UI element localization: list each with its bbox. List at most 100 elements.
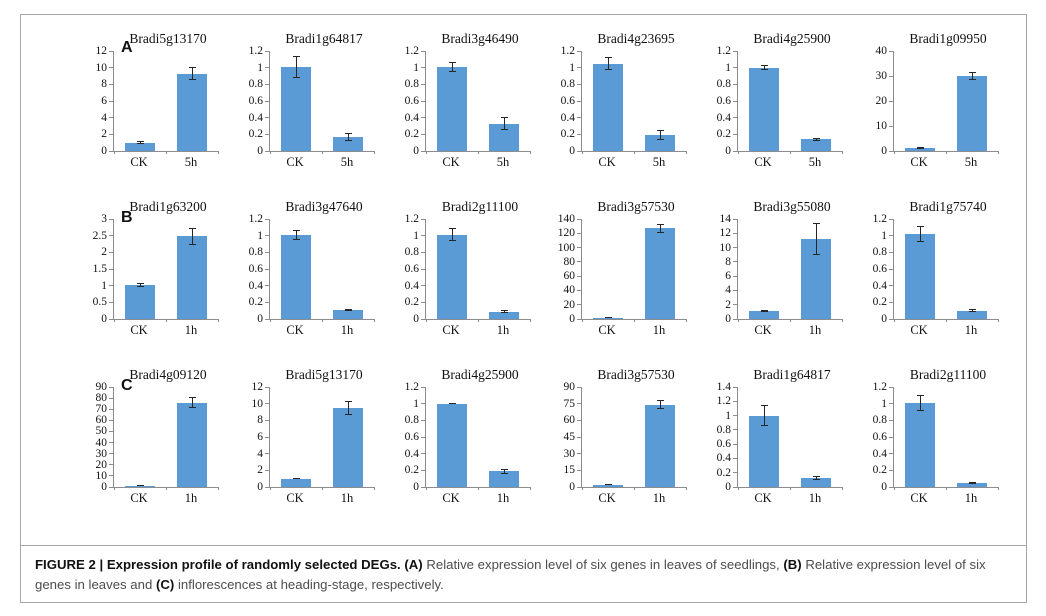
plot-area	[269, 51, 375, 154]
y-tick-mark	[421, 436, 425, 438]
x-axis-tick	[165, 319, 167, 322]
x-axis-tick	[997, 151, 999, 154]
error-bar-cap	[760, 311, 768, 313]
x-axis-tick	[633, 151, 635, 154]
x-tick-label: 5h	[184, 155, 198, 169]
y-tick-mark	[265, 133, 269, 135]
y-tick-mark	[109, 442, 113, 444]
caption-segment: Relative expression level of six genes i…	[422, 557, 784, 572]
error-bar-cap	[500, 468, 508, 470]
y-tick-label: 0.2	[872, 296, 887, 309]
error-bar-cap	[292, 56, 300, 57]
y-axis: 0 0.2 0.4 0.6 0.8 1 1.2	[547, 45, 581, 157]
x-axis-tick	[945, 319, 947, 322]
plot-area	[425, 219, 531, 322]
error-bar-cap	[968, 309, 976, 310]
error-bar	[968, 309, 976, 313]
error-bar	[292, 56, 300, 78]
error-bar-cap	[968, 72, 976, 74]
y-tick-label: 1.4	[716, 381, 731, 393]
chart-title: Bradi2g11100	[909, 367, 987, 382]
y-tick-mark	[109, 50, 113, 52]
bar	[801, 139, 831, 151]
error-bar-cap	[136, 143, 144, 145]
y-tick-mark	[733, 232, 737, 234]
x-tick-label: 5h	[808, 155, 822, 169]
x-axis-tick	[737, 319, 739, 322]
error-bar-cap	[760, 65, 768, 67]
y-tick-label: 1	[257, 229, 263, 242]
y-tick-mark	[733, 50, 737, 52]
x-axis-tick	[477, 319, 479, 322]
y-tick-label: 0	[569, 313, 575, 325]
plot-wrap: 0 2 4 6 8 10 12 CK 5h	[79, 45, 235, 173]
y-tick-label: 0.2	[872, 464, 887, 477]
y-tick-mark	[109, 464, 113, 466]
y-tick-label: 1	[569, 61, 575, 74]
error-bar	[812, 223, 820, 255]
y-axis: 0 2 4 6 8 10 12 14	[703, 213, 737, 325]
y-tick-mark	[109, 133, 113, 135]
y-tick-label: 0.8	[872, 246, 887, 259]
plot-wrap: 0 0.2 0.4 0.6 0.8 1 1.2 CK 1h	[859, 213, 1015, 341]
x-axis-tick	[789, 319, 791, 322]
error-bar-cap	[188, 79, 196, 81]
y-tick-mark	[265, 100, 269, 102]
y-tick-label: 90	[563, 381, 576, 393]
bar-chart: Bradi1g63200 0 0.5 1 1.5 2 2.5 3 CK 1h	[79, 197, 235, 363]
error-bar-cap	[812, 139, 820, 141]
error-bar	[500, 309, 508, 314]
bar	[905, 148, 935, 151]
error-bar-cap	[344, 309, 352, 311]
y-tick-mark	[889, 469, 893, 471]
error-bar-cap	[448, 403, 456, 405]
x-tick-label: 1h	[184, 491, 198, 505]
x-tick-label: CK	[442, 491, 460, 505]
error-bar	[500, 468, 508, 474]
error-bar-cap	[812, 253, 820, 255]
y-tick-label: 3	[101, 213, 107, 225]
plot-wrap: 0 0.2 0.4 0.6 0.8 1 1.2 CK 5h	[235, 45, 391, 173]
y-tick-mark	[421, 133, 425, 135]
x-axis-tick	[997, 319, 999, 322]
error-bar-cap	[188, 243, 196, 245]
x-axis-labels: CK 1h	[737, 323, 841, 341]
y-tick-label: 1.2	[716, 395, 731, 408]
error-bar-cap	[604, 69, 612, 71]
y-tick-mark	[265, 436, 269, 438]
plot-area	[581, 51, 687, 154]
x-tick-label: CK	[442, 323, 460, 337]
y-tick-mark	[421, 419, 425, 421]
error-bar-cap	[760, 310, 768, 312]
error-bar	[760, 310, 768, 313]
x-axis-tick	[165, 151, 167, 154]
x-axis-tick	[685, 319, 687, 322]
bar-chart: Bradi1g64817 0 0.2 0.4 0.6 0.8 1 1.2 CK 5h	[235, 29, 391, 195]
y-tick-mark	[265, 285, 269, 287]
plot-wrap: 0 15 30 45 60 75 90 CK 1h	[547, 381, 703, 509]
y-tick-label: 0	[413, 145, 419, 157]
charts-area: A Bradi5g13170 0 2 4 6 8 10 12 CK 5h Bradi1g64817 0 0…	[21, 15, 1026, 545]
error-bar	[604, 316, 612, 319]
y-tick-mark	[733, 117, 737, 119]
caption-segment: (A)	[404, 557, 423, 572]
y-tick-mark	[733, 133, 737, 135]
y-tick-mark	[889, 150, 893, 152]
x-tick-label: CK	[754, 491, 772, 505]
y-tick-label: 40	[563, 284, 576, 297]
bar	[905, 402, 935, 487]
plot-area	[113, 51, 219, 154]
y-tick-mark	[889, 50, 893, 52]
y-tick-mark	[265, 83, 269, 85]
y-tick-label: 6	[101, 95, 107, 107]
x-axis-tick	[113, 151, 115, 154]
bar-chart: Bradi3g46490 0 0.2 0.4 0.6 0.8 1 1.2 CK 5h	[391, 29, 547, 195]
x-tick-label: CK	[286, 323, 304, 337]
x-tick-label: 5h	[652, 155, 666, 169]
chart-title: Bradi2g11100	[441, 199, 519, 214]
x-axis-tick	[321, 487, 323, 490]
error-bar-cap	[656, 224, 664, 225]
y-tick-mark	[265, 318, 269, 320]
y-tick-label: 0	[101, 313, 107, 325]
